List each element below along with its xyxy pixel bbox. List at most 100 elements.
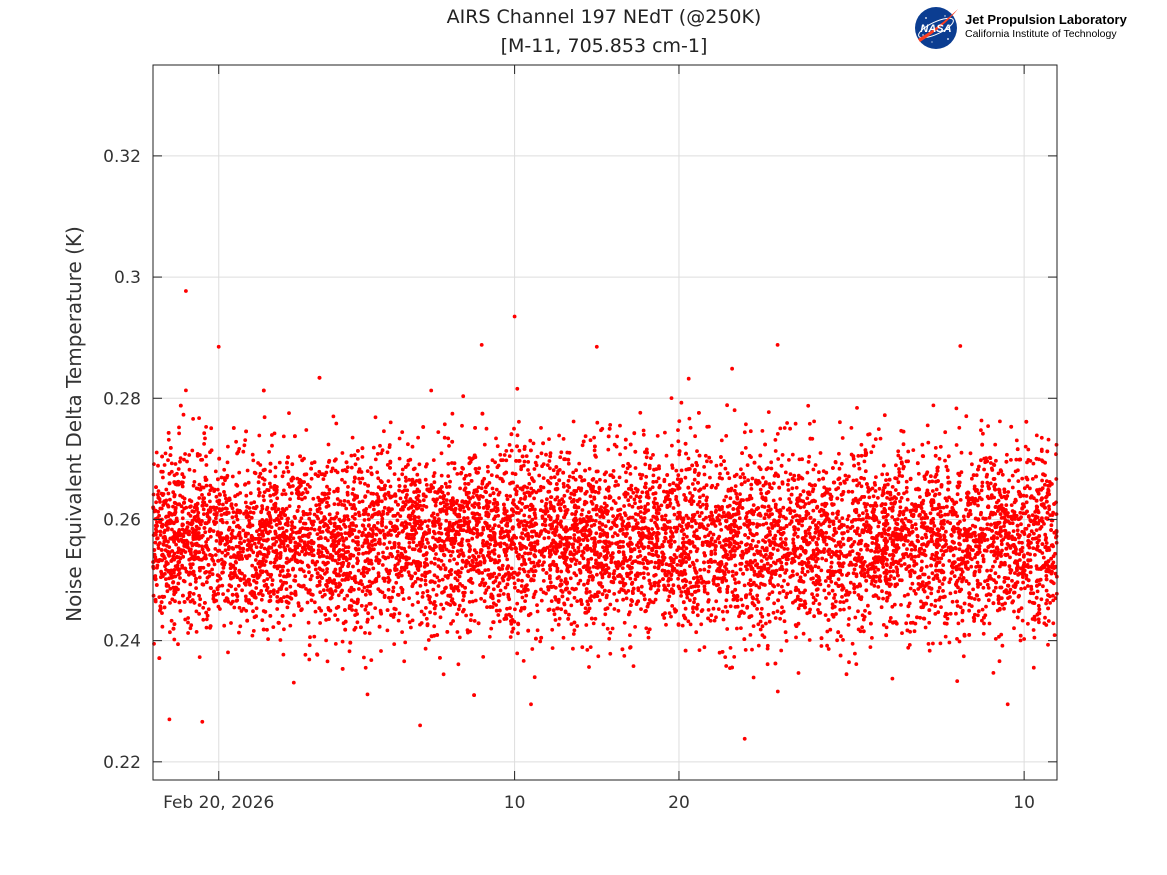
data-point	[219, 513, 224, 517]
data-point	[229, 555, 233, 559]
data-point	[388, 484, 393, 489]
data-point	[501, 592, 506, 596]
data-point	[236, 583, 241, 588]
data-point	[576, 545, 581, 550]
data-point	[481, 655, 486, 659]
data-point	[204, 463, 209, 467]
data-point	[626, 461, 630, 466]
data-point	[439, 602, 443, 607]
data-point	[360, 476, 365, 481]
data-point	[309, 598, 314, 603]
data-point	[204, 425, 209, 429]
data-point	[154, 500, 159, 505]
data-point	[317, 566, 322, 571]
data-point	[515, 386, 520, 391]
data-point	[1033, 553, 1037, 557]
data-point	[609, 557, 614, 562]
data-point	[871, 444, 876, 449]
data-point	[929, 602, 934, 607]
data-point	[484, 490, 488, 495]
data-point	[169, 618, 174, 623]
data-point	[497, 593, 502, 598]
data-point	[639, 607, 643, 611]
data-point	[1006, 576, 1011, 581]
data-point	[288, 584, 293, 589]
data-point	[1037, 518, 1042, 523]
data-point	[388, 599, 393, 604]
data-point	[792, 473, 797, 478]
data-point	[222, 623, 227, 628]
data-point	[829, 579, 834, 584]
data-point	[409, 482, 413, 487]
data-point	[699, 511, 704, 515]
data-point	[732, 577, 737, 582]
data-point	[850, 542, 855, 547]
data-point	[869, 450, 874, 455]
data-point	[796, 527, 801, 532]
data-point	[180, 563, 185, 568]
data-point	[1040, 478, 1044, 483]
data-point	[655, 434, 660, 438]
data-point	[1047, 504, 1051, 509]
data-point	[438, 615, 443, 620]
data-point	[820, 556, 825, 561]
data-point	[154, 450, 159, 455]
data-point	[683, 606, 688, 611]
data-point	[942, 522, 946, 526]
data-point	[558, 506, 562, 511]
data-point	[1051, 544, 1055, 549]
data-point	[436, 584, 441, 588]
data-point	[865, 512, 870, 517]
data-point	[815, 593, 820, 597]
data-point	[461, 394, 466, 399]
data-point	[752, 552, 757, 557]
data-point	[766, 526, 771, 531]
data-point	[435, 512, 440, 517]
data-point	[886, 532, 891, 537]
data-point	[499, 520, 504, 524]
data-point	[217, 584, 222, 588]
data-point	[251, 629, 256, 633]
data-point	[375, 470, 380, 475]
data-point	[856, 517, 861, 522]
data-point	[193, 579, 198, 584]
data-point	[641, 561, 645, 566]
data-point	[840, 516, 845, 520]
data-point	[204, 503, 209, 508]
data-point	[967, 581, 971, 586]
data-point	[622, 504, 626, 508]
data-point	[738, 562, 743, 566]
data-point	[859, 484, 864, 489]
data-point	[338, 499, 343, 504]
data-point	[566, 478, 571, 483]
data-point	[215, 511, 219, 515]
data-point	[897, 513, 902, 517]
data-point	[721, 510, 726, 515]
data-point	[469, 612, 474, 617]
data-point	[517, 500, 522, 504]
data-point	[1054, 512, 1059, 516]
data-point	[369, 658, 374, 662]
data-point	[782, 426, 787, 430]
data-point	[664, 562, 669, 567]
data-point	[197, 416, 202, 420]
data-point	[779, 526, 783, 531]
data-point	[1022, 486, 1027, 491]
data-point	[462, 607, 466, 612]
data-point	[496, 584, 500, 588]
data-point	[591, 621, 596, 626]
data-point	[484, 426, 489, 431]
data-point	[330, 466, 335, 471]
data-point	[727, 503, 732, 508]
data-point	[644, 447, 649, 452]
data-point	[549, 503, 553, 508]
data-point	[1023, 586, 1027, 591]
data-point	[285, 605, 290, 610]
data-point	[987, 621, 992, 626]
data-point	[250, 563, 255, 568]
data-point	[605, 593, 609, 598]
data-point	[282, 488, 286, 493]
data-point	[916, 471, 921, 476]
data-point	[409, 576, 414, 581]
data-point	[253, 566, 258, 570]
